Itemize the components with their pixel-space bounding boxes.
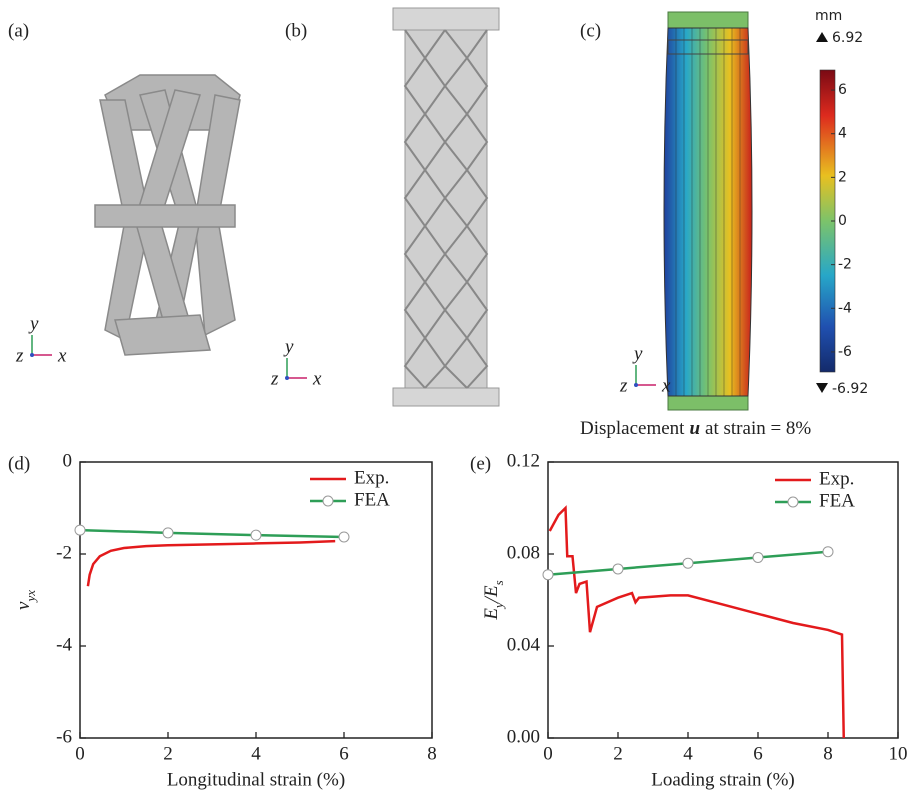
series-marker (543, 570, 553, 580)
y-axis-label: Ey/Es (481, 580, 506, 620)
panel-label: (a) (8, 20, 29, 41)
series-marker (753, 552, 763, 562)
colorbar-tick-label: -2 (838, 257, 852, 273)
x-tick-label: 6 (339, 743, 349, 764)
panel-label: (b) (285, 20, 307, 41)
colorbar-tick-label: 4 (838, 126, 847, 142)
unit-cell (95, 75, 240, 355)
axis-letter: x (312, 368, 322, 389)
legend-marker (788, 497, 798, 507)
axis-letter: z (15, 345, 24, 366)
x-tick-label: 2 (613, 743, 623, 764)
axis-letter: y (632, 343, 643, 364)
colorbar-tick-label: 2 (838, 169, 847, 185)
axis-letter: z (270, 368, 279, 389)
y-tick-label: 0 (63, 450, 73, 471)
y-tick-label: 0.12 (507, 450, 540, 471)
axis-origin (285, 376, 289, 380)
caption-var: u (689, 418, 700, 439)
axis-letter: z (619, 375, 628, 396)
colorbar-tick-label: -6 (838, 344, 852, 360)
x-tick-label: 4 (251, 743, 261, 764)
colorbar-tick-label: 6 (838, 82, 847, 98)
panel-label: (d) (8, 453, 30, 474)
axis-letter: x (57, 345, 67, 366)
legend-label: Exp. (354, 467, 389, 488)
series-marker (683, 558, 693, 568)
y-axis-label-part: E (481, 608, 502, 621)
x-tick-label: 8 (427, 743, 437, 764)
y-tick-label: -4 (56, 634, 72, 655)
axis-letter: y (28, 313, 39, 334)
axis-origin (634, 383, 638, 387)
colorbar-max: 6.92 (832, 30, 863, 46)
axis-letter: x (661, 375, 671, 396)
series-line (550, 508, 844, 738)
lattice-column (393, 8, 499, 406)
y-tick-label: 0.00 (507, 726, 540, 747)
axis-letter: y (283, 336, 294, 357)
legend-label: FEA (354, 489, 390, 510)
colorbar-tick-label: -4 (838, 300, 852, 316)
x-tick-label: 4 (683, 743, 693, 764)
y-tick-label: 0.04 (507, 634, 541, 655)
caption-text: Displacement (580, 418, 685, 439)
y-tick-label: 0.08 (507, 542, 540, 563)
x-tick-label: 0 (543, 743, 553, 764)
series-line (80, 530, 344, 537)
x-tick-label: 10 (889, 743, 908, 764)
x-axis-label: Loading strain (%) (651, 769, 795, 790)
legend-label: Exp. (819, 468, 854, 489)
y-tick-label: -6 (56, 726, 72, 747)
colorbar-tick-label: 0 (838, 213, 847, 229)
x-tick-label: 8 (823, 743, 833, 764)
figure: (a)yzx(b)yzx(c)yzxmm6.92-6.92-6-4-20246D… (0, 0, 911, 799)
colorbar-unit: mm (815, 8, 842, 24)
x-tick-label: 0 (75, 743, 85, 764)
displacement-field (664, 12, 835, 410)
x-tick-label: 6 (753, 743, 763, 764)
y-axis-label: νyx (13, 590, 38, 610)
y-tick-label: -2 (56, 542, 72, 563)
colorbar-min: -6.92 (832, 381, 868, 397)
panel-label: (c) (580, 20, 601, 41)
series-marker (163, 528, 173, 538)
axis-origin (30, 353, 34, 357)
series-marker (613, 564, 623, 574)
legend-marker (323, 496, 333, 506)
series-line (88, 541, 335, 586)
series-marker (339, 532, 349, 542)
legend-label: FEA (819, 490, 855, 511)
series-marker (251, 530, 261, 540)
y-axis-label-part: s (491, 580, 506, 585)
series-marker (823, 547, 833, 557)
y-axis-label-part: yx (23, 590, 38, 604)
x-axis-label: Longitudinal strain (%) (167, 769, 345, 790)
panel-label: (e) (470, 453, 491, 474)
y-axis-label-part: /E (481, 585, 502, 603)
x-tick-label: 2 (163, 743, 173, 764)
series-marker (75, 525, 85, 535)
caption-text: at strain = 8% (705, 418, 811, 439)
